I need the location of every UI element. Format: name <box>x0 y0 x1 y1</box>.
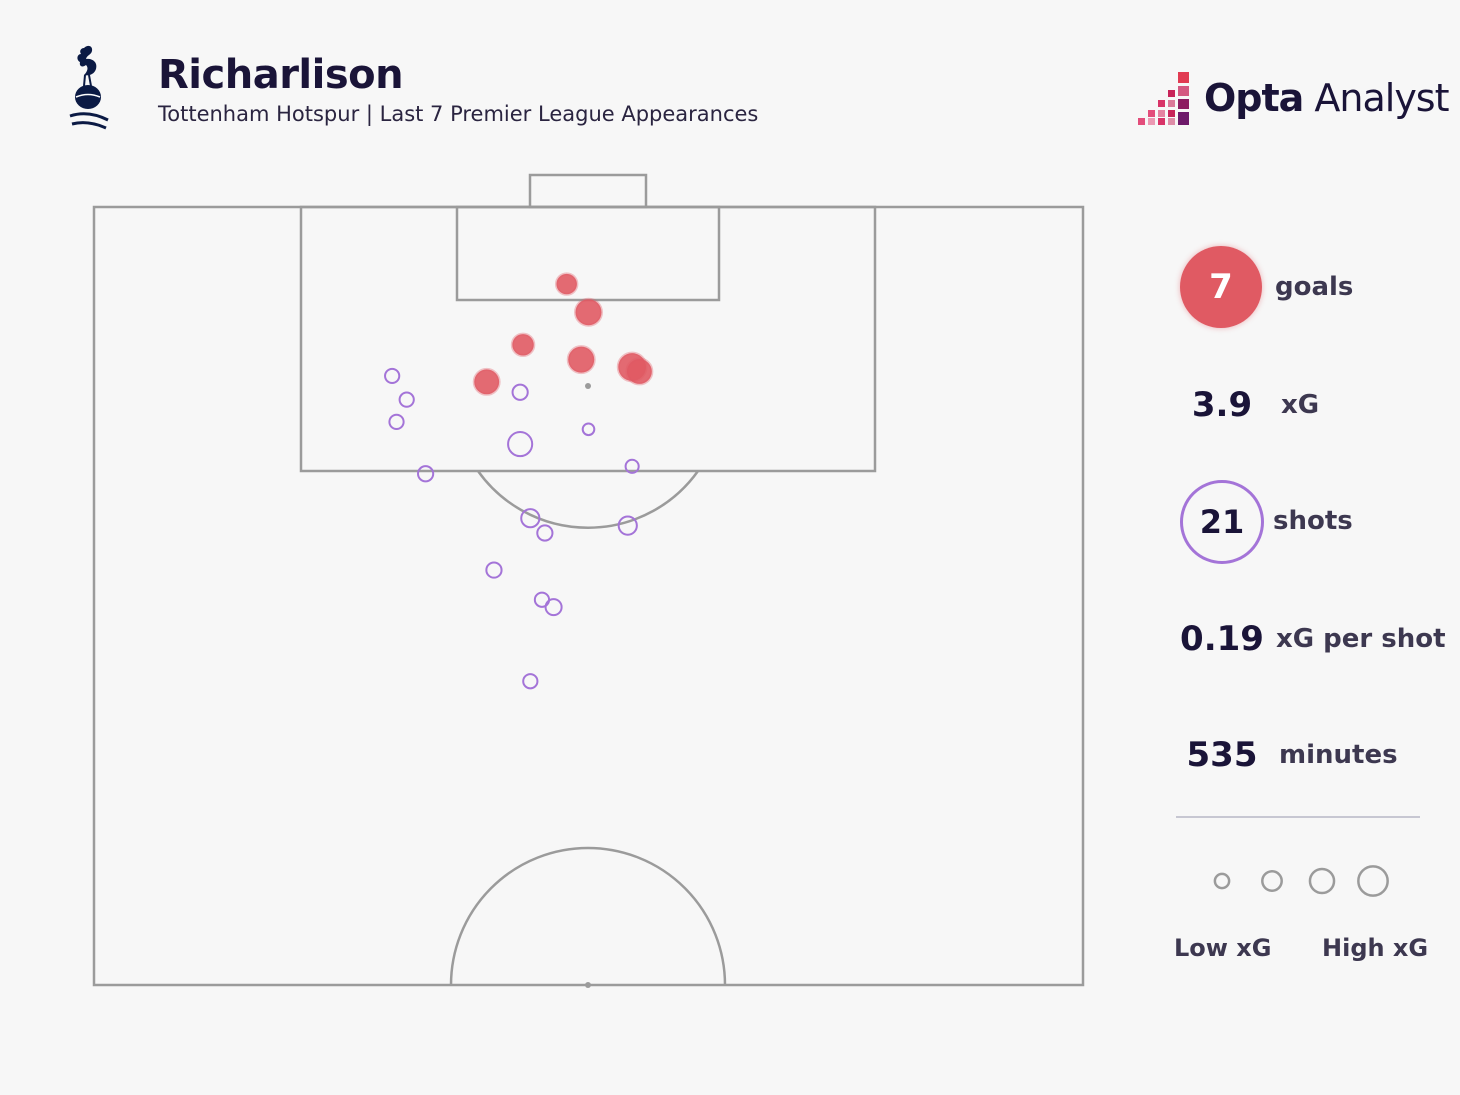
shot-point-9 <box>520 508 541 529</box>
xg-per-shot-value: 0.19 <box>1180 619 1264 659</box>
brand-name: Opta Analyst <box>1204 76 1450 120</box>
opta-bars-icon <box>1138 72 1189 125</box>
centre-spot <box>585 982 591 988</box>
shot-point-7 <box>417 465 435 483</box>
shot-point-11 <box>617 515 638 536</box>
shot-map-pitch <box>92 173 1085 988</box>
shot-point-2 <box>398 391 415 408</box>
xg-size-legend: Low xG High xG <box>1170 860 1440 990</box>
goal-point-1 <box>554 272 579 296</box>
legend-size-circle-2 <box>1261 870 1283 892</box>
six-yard-box <box>455 205 721 302</box>
shot-point-6 <box>581 422 596 437</box>
shot-point-8 <box>624 458 640 474</box>
brand-name-light: Analyst <box>1303 76 1449 120</box>
shot-point-5 <box>507 431 534 458</box>
page-subtitle: Tottenham Hotspur | Last 7 Premier Leagu… <box>158 102 759 126</box>
legend-low-label: Low xG <box>1174 934 1272 962</box>
brand-name-bold: Opta <box>1204 76 1304 120</box>
goal-point-3 <box>510 332 536 358</box>
legend-size-circle-1 <box>1213 872 1231 890</box>
goals-label: goals <box>1275 272 1354 302</box>
shots-layer <box>384 367 640 690</box>
tottenham-cockerel-crest-icon <box>69 45 109 130</box>
minutes-label: minutes <box>1279 740 1398 770</box>
legend-high-label: High xG <box>1322 934 1429 962</box>
penalty-arc <box>476 470 700 529</box>
shot-point-1 <box>384 367 401 385</box>
penalty-spot <box>585 383 591 389</box>
xg-value: 3.9 <box>1191 385 1253 425</box>
xg-size-legend-circles <box>1213 865 1389 897</box>
goal-point-7 <box>472 367 501 396</box>
shots-label: shots <box>1273 506 1353 536</box>
shot-point-12 <box>485 561 503 579</box>
stats-divider <box>1176 816 1420 818</box>
goals-layer <box>472 272 654 396</box>
legend-size-circle-4 <box>1357 865 1389 897</box>
shot-point-10 <box>536 524 554 542</box>
xg-label: xG <box>1281 390 1320 420</box>
shot-point-14 <box>544 598 563 617</box>
stats-panel: 7 goals 3.9 xG 21 shots 0.19 xG per shot… <box>1150 230 1450 990</box>
legend-size-circle-3 <box>1308 867 1336 895</box>
xg-per-shot-label: xG per shot <box>1276 624 1446 654</box>
header: Richarlison Tottenham Hotspur | Last 7 P… <box>0 0 1460 150</box>
goal-point-6 <box>625 357 654 386</box>
centre-circle <box>449 846 727 986</box>
goal-point-4 <box>566 345 596 375</box>
shot-point-4 <box>511 383 529 401</box>
goals-badge: 7 <box>1180 246 1262 328</box>
goal-point-2 <box>574 297 603 327</box>
shots-badge: 21 <box>1180 480 1264 564</box>
shot-point-3 <box>388 413 405 430</box>
goal <box>528 173 648 209</box>
penalty-area <box>299 205 877 473</box>
brand-logo: Opta Analyst <box>1138 70 1450 130</box>
shot-point-15 <box>522 673 539 690</box>
pitch-markings <box>92 173 1085 987</box>
page-title: Richarlison <box>158 52 404 98</box>
minutes-value: 535 <box>1186 735 1258 775</box>
